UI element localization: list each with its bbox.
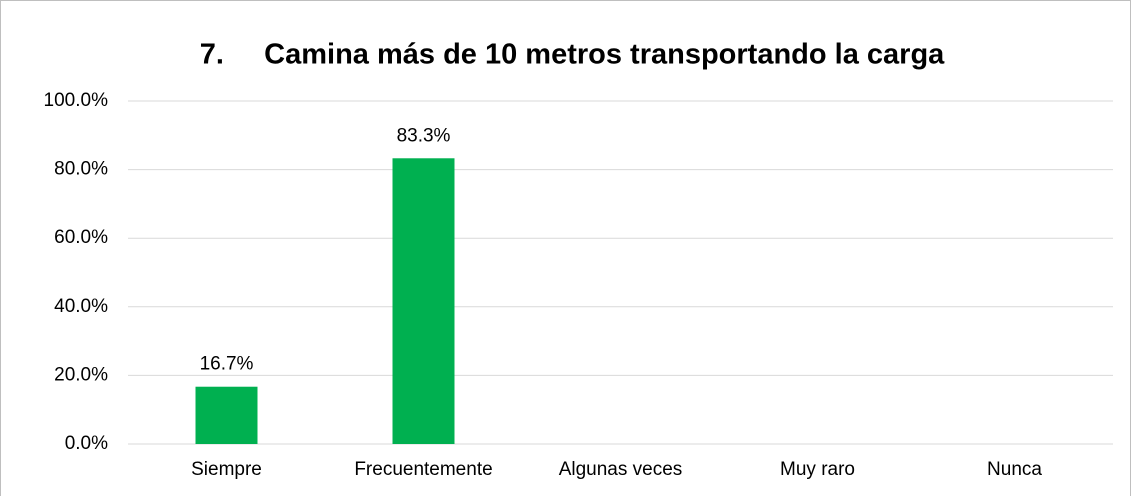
y-tick-label: 20.0% xyxy=(54,364,108,385)
chart-title: 7. Camina más de 10 metros transportando… xyxy=(200,39,945,71)
x-tick-label: Muy raro xyxy=(780,459,855,480)
x-tick-label: Frecuentemente xyxy=(354,459,492,480)
x-tick-label: Algunas veces xyxy=(559,459,683,480)
x-tick-label: Nunca xyxy=(987,459,1042,480)
y-tick-label: 0.0% xyxy=(65,433,108,454)
y-tick-label: 40.0% xyxy=(54,296,108,317)
bar xyxy=(195,386,258,444)
y-tick-label: 80.0% xyxy=(54,159,108,180)
y-tick-label: 60.0% xyxy=(54,227,108,248)
data-label: 83.3% xyxy=(397,125,451,146)
y-tick-label: 100.0% xyxy=(44,90,109,111)
bar xyxy=(392,158,455,444)
data-label: 16.7% xyxy=(200,354,254,375)
x-tick-label: Siempre xyxy=(191,459,262,480)
